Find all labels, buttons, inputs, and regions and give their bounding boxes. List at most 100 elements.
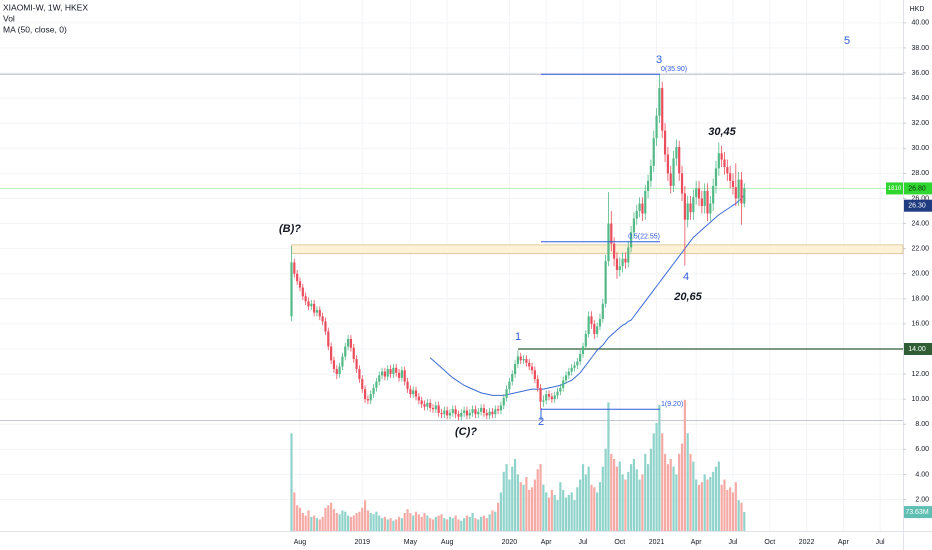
ma-line [429,194,745,396]
volume-bar [712,471,715,531]
volume-bar [689,453,692,531]
candle-body [550,396,553,400]
volume-bar [646,464,650,531]
x-tick-label: Apr [691,539,703,546]
volume-bar [723,479,726,531]
candle-body [480,407,483,412]
volume-bar [406,509,409,531]
candle-body [553,395,556,400]
candle-body [335,369,338,375]
volume-bar [663,453,667,531]
candle-body [409,389,412,395]
candle-body [723,159,726,168]
candle-body [324,321,327,332]
candle-body [502,397,505,406]
volume-bar [743,512,746,531]
candle-body [720,153,723,160]
volume-bar [564,497,568,531]
volume-bar [344,511,347,531]
candle-body [397,372,401,378]
candle-body [429,402,432,408]
volume-bar [536,469,539,531]
volume-bar [720,484,723,531]
volume-bar [338,514,341,531]
volume-bar [573,500,576,531]
candle-body [471,409,474,413]
volume-bar [675,474,678,531]
candle-body [587,316,590,334]
candle-body [692,197,695,213]
volume-bar [335,513,338,531]
candle-body [347,338,350,347]
candle-body [494,409,497,415]
y-tick-label: 2.00 [915,496,929,503]
volume-bar [556,500,559,531]
volume-bar [740,502,743,531]
volume-bar [471,513,474,531]
candle-body [559,387,562,392]
candle-body [630,232,633,248]
candle-body [562,380,565,388]
volume-bar [533,479,536,531]
volume-bar [638,479,641,531]
candle-body [488,411,491,416]
candle-body [669,173,672,186]
candle-body [310,303,313,307]
volume-bar [355,513,358,531]
candle-body [400,370,403,378]
volume-bar [709,477,712,531]
wave-label: 5 [844,35,850,47]
candle-body [579,354,582,362]
volume-bar [434,516,437,531]
volume-bar [618,461,621,531]
indicator-label: Vol [3,13,15,23]
symbol-tag [886,182,903,195]
y-tick-label: 24.00 [911,220,929,227]
volume-bar [400,518,403,531]
volume-bar [562,489,565,531]
price-tag [904,182,932,195]
candle-body [533,370,536,380]
y-tick-label: 32.00 [911,120,929,127]
volume-bar [683,399,686,531]
y-tick-label: 34.00 [911,95,929,102]
candle-body [638,203,641,211]
volume-bar [468,516,471,531]
volume-bar [596,492,599,531]
candle-body [726,167,729,174]
volume-bar [680,443,684,531]
candle-body [737,179,740,199]
candle-body [613,243,616,259]
candle-body [680,173,684,194]
candle-body [610,223,613,244]
volume-bar [363,500,367,531]
volume-bar [324,507,327,531]
candle-body [536,379,539,388]
candle-body [695,188,698,198]
candle-body [304,296,307,302]
volume-bar [298,507,302,531]
candle-body [375,381,378,388]
volume-bar [372,514,375,531]
volume-bar [307,510,310,531]
volume-bar [508,479,511,531]
volume-bar [717,461,720,531]
candle-body [706,190,709,214]
volume-bar [545,492,548,531]
candle-body [641,203,644,214]
volume-bar [607,402,610,531]
volume-bar [635,469,638,531]
candle-body [658,88,661,116]
candle-body [386,369,389,377]
volume-bar [389,518,392,531]
candle-body [570,367,573,372]
candle-body [460,412,463,417]
fib-label: 1(9.20) [661,401,683,408]
y-tick-label: 28.00 [911,170,929,177]
candle-body [463,410,466,413]
volume-bar [414,511,418,531]
candle-body [290,262,293,317]
volume-bar [347,515,350,531]
x-tick-label: Oct [614,539,625,546]
volume-bar [697,484,701,531]
